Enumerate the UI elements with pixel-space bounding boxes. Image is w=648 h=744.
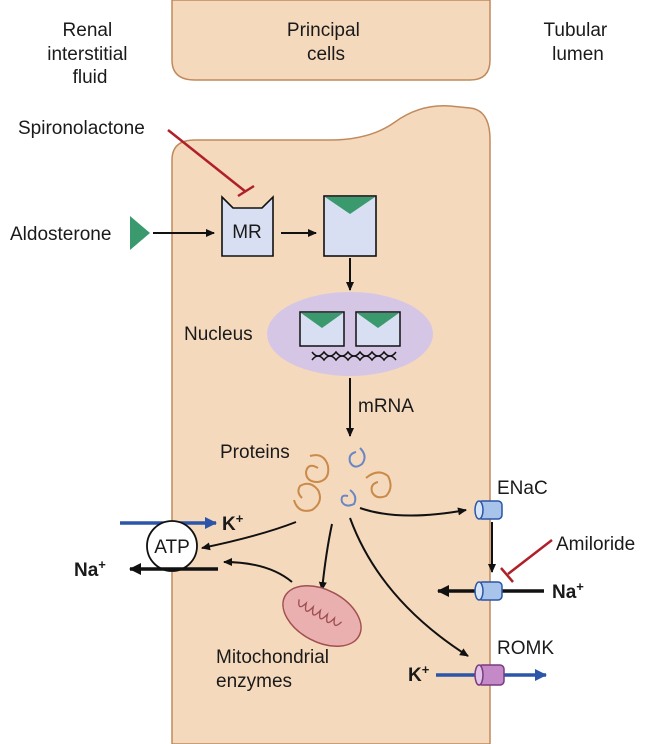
mitochondrion-icon — [282, 584, 362, 648]
proteins-to-enac-arrow — [359, 507, 467, 517]
principal-cells-label: Principal cells — [287, 20, 365, 65]
romk-label: ROMK — [497, 638, 554, 659]
proteins-to-mito-arrow — [318, 523, 333, 591]
atp-label: ATP — [154, 537, 190, 558]
mrna-label: mRNA — [358, 396, 414, 417]
enac-channel — [474, 500, 503, 520]
na-k-atpase-pump — [146, 520, 198, 572]
aldosterone-label: Aldosterone — [10, 224, 111, 245]
mr-label: MR — [232, 222, 262, 243]
nucleus-label: Nucleus — [184, 324, 253, 345]
mineralocorticoid-receptor — [221, 195, 274, 257]
protein-icon — [293, 447, 392, 512]
spironolactone-label: Spironolactone — [18, 118, 145, 139]
bound-aldosterone-icon — [325, 197, 375, 214]
tubular-lumen-label: Tubular lumen — [544, 20, 613, 65]
mito-to-atp-arrow — [223, 558, 293, 583]
na-right-label: Na+ — [552, 579, 584, 603]
amiloride-label: Amiloride — [556, 534, 635, 555]
nuclear-aldosterone-icon-1 — [301, 313, 343, 328]
principal-cell-body — [171, 105, 491, 744]
amiloride-inhibition-bar — [500, 567, 514, 583]
interstitial-fluid-label: Renal interstitial fluid — [47, 20, 133, 88]
k-left-label: K+ — [222, 511, 244, 535]
mitochondrial-enzymes-label: Mitochondrial enzymes — [216, 647, 334, 692]
na-left-label: Na+ — [74, 557, 106, 581]
proteins-to-atp-arrow — [201, 521, 297, 551]
upper-principal-cell — [171, 0, 491, 81]
amiloride-inhibition-line — [507, 539, 553, 575]
nuclear-aldosterone-icon-2 — [357, 313, 399, 328]
spironolactone-inhibition-line — [167, 129, 247, 193]
proteins-label: Proteins — [220, 442, 290, 463]
romk-channel — [474, 664, 505, 686]
enac-membrane-channel — [474, 581, 503, 601]
spironolactone-inhibition-bar — [237, 184, 255, 198]
aldosterone-molecule-icon — [130, 216, 150, 250]
nucleus — [267, 292, 433, 376]
enac-label: ENaC — [497, 478, 548, 499]
proteins-to-romk-arrow — [349, 517, 469, 657]
k-right-label: K+ — [408, 662, 430, 686]
dna-helix-icon — [311, 350, 397, 362]
